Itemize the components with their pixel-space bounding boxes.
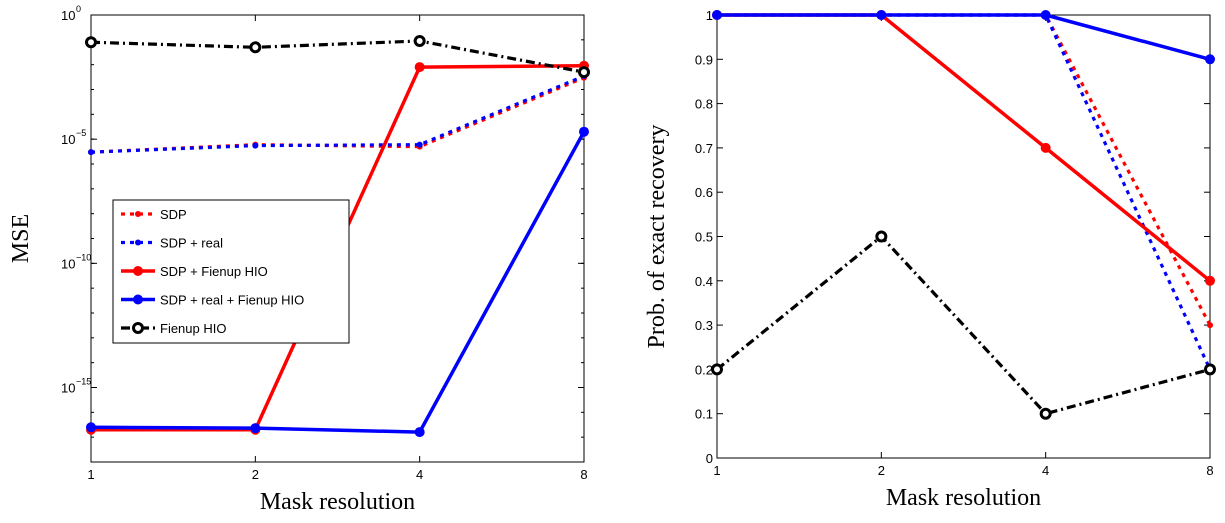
- series-fienup-hio: [85, 34, 590, 79]
- y-tick-label: 1: [706, 8, 713, 23]
- y-axis-label: Prob. of exact recovery: [644, 125, 670, 349]
- legend-entry: Fienup HIO: [121, 321, 226, 336]
- legend-label: SDP: [160, 207, 187, 222]
- legend-label: SDP + real: [160, 236, 223, 251]
- series-line: [717, 13, 1212, 326]
- data-point: [1039, 407, 1052, 420]
- series-line: [715, 234, 1211, 416]
- legend-label: SDP + Fienup HIO: [160, 264, 268, 279]
- x-tick-label: 4: [416, 467, 423, 482]
- legend-marker: [132, 322, 144, 334]
- legend-label: Fienup HIO: [160, 321, 226, 336]
- x-tick-label: 1: [713, 463, 720, 478]
- data-point: [876, 10, 887, 20]
- series-sdp: [88, 74, 587, 156]
- data-point: [712, 10, 722, 20]
- data-point: [414, 62, 425, 73]
- y-tick-label: 0.7: [695, 141, 713, 156]
- series-line: [90, 76, 585, 154]
- data-point: [1204, 363, 1216, 376]
- series-line: [717, 13, 1212, 283]
- y-tick-label: 0.9: [695, 52, 713, 67]
- data-point: [414, 427, 425, 438]
- x-tick-label: 2: [878, 463, 885, 478]
- series-sdp-real: [88, 72, 587, 156]
- series-sdp-real-fienup-hio: [86, 126, 589, 438]
- recovery-probability-chart: 1 2 4 8 0 0.1 0.2 0.3 0.4 0.5 0.6 0.7 0.8 0.9 1 Mask re…: [644, 8, 1216, 511]
- data-point: [579, 126, 589, 137]
- y-tick-label-base: 10: [61, 8, 75, 23]
- y-tick-label: 0.2: [695, 362, 713, 377]
- x-axis-label: Mask resolution: [260, 489, 415, 515]
- legend-box: [112, 199, 350, 344]
- series-line: [90, 130, 586, 434]
- series-sdp-fienup-hio: [712, 10, 1215, 286]
- data-point: [1205, 275, 1215, 286]
- data-point: [250, 423, 261, 434]
- y-tick-label: 0.4: [695, 274, 713, 289]
- data-point: [88, 149, 94, 156]
- legend-marker: [135, 211, 141, 217]
- y-tick-label: 0: [706, 451, 713, 466]
- y-tick-label-exponent: −10: [76, 252, 91, 262]
- y-tick-label: 0.6: [695, 185, 713, 200]
- data-point: [252, 142, 259, 149]
- y-tick-label: 0.5: [695, 230, 713, 245]
- y-tick-label: 0.8: [695, 97, 713, 112]
- y-tick-label-base: 10: [61, 132, 75, 147]
- data-point: [578, 66, 590, 79]
- series-fienup-hio: [711, 230, 1216, 420]
- x-axis-label: Mask resolution: [886, 485, 1041, 511]
- y-tick-label-base: 10: [61, 381, 75, 396]
- y-tick-label: 0.1: [695, 407, 713, 422]
- legend-marker: [135, 239, 141, 246]
- legend-label: SDP + real + Fienup HIO: [160, 293, 304, 308]
- data-point: [875, 230, 888, 243]
- data-point: [711, 363, 723, 376]
- legend-entry: SDP: [121, 207, 187, 222]
- series-line: [717, 13, 1212, 371]
- legend-marker: [133, 294, 143, 305]
- series-sdp-real-fienup-hio: [712, 10, 1215, 65]
- data-point: [416, 141, 423, 148]
- data-point: [86, 422, 96, 433]
- y-tick-label-exponent: −15: [76, 377, 91, 387]
- y-tick-label-exponent: −5: [76, 128, 86, 138]
- data-point: [1040, 10, 1051, 20]
- data-point: [413, 34, 426, 47]
- series-sdp: [714, 12, 1213, 329]
- x-tick-label: 2: [252, 467, 259, 482]
- y-tick-label: 0.3: [695, 318, 713, 333]
- x-tick-label: 1: [87, 467, 94, 482]
- legend-entry: SDP + Fienup HIO: [121, 264, 268, 279]
- legend: SDP SDP + real SDP + Fienup HIO SDP + real …: [112, 199, 350, 344]
- legend-marker: [133, 266, 143, 276]
- x-tick-label: 8: [1206, 463, 1213, 478]
- y-tick-label-exponent: 0: [76, 4, 81, 14]
- data-point: [1205, 54, 1215, 65]
- legend-entry: SDP + real + Fienup HIO: [121, 293, 304, 308]
- legend-entry: SDP + real: [121, 236, 223, 251]
- x-tick-label: 4: [1042, 463, 1049, 478]
- data-point: [1040, 142, 1051, 153]
- series-line: [90, 39, 585, 74]
- x-tick-label: 8: [580, 467, 587, 482]
- data-point: [249, 41, 262, 54]
- y-axis-label: MSE: [8, 214, 34, 263]
- data-point: [1207, 322, 1213, 329]
- series-line: [90, 74, 585, 154]
- series-sdp-real: [714, 12, 1213, 373]
- data-point: [85, 36, 97, 49]
- series-line: [717, 13, 1211, 61]
- y-tick-label-base: 10: [61, 256, 75, 271]
